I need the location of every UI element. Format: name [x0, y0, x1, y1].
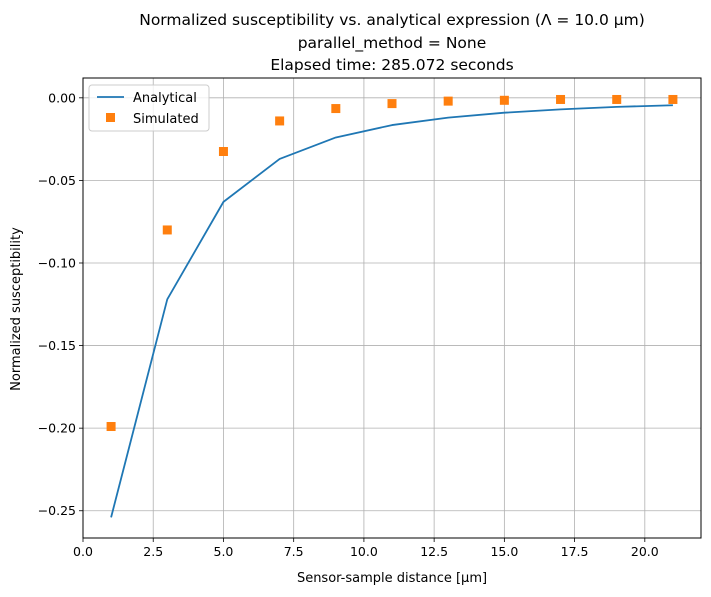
y-tick-label: −0.10 — [38, 255, 76, 270]
chart-title-line-3: Elapsed time: 285.072 seconds — [270, 56, 513, 74]
series-simulated-point — [106, 422, 116, 432]
plot-frame — [82, 77, 702, 539]
series-simulated-point — [162, 225, 172, 235]
legend: Analytical Simulated — [88, 84, 210, 132]
y-tick-label: 0.00 — [48, 90, 76, 105]
x-tick-label: 2.5 — [143, 544, 163, 559]
series-simulated-point — [612, 94, 622, 104]
x-axis-label: Sensor-sample distance [μm] — [297, 571, 487, 586]
x-tick-label: 5.0 — [214, 544, 234, 559]
x-tick-label: 10.0 — [350, 544, 378, 559]
x-tick-label: 15.0 — [490, 544, 518, 559]
grid — [82, 78, 701, 538]
series-analytical-line — [110, 104, 673, 518]
series-simulated-point — [668, 94, 678, 104]
x-tick-label: 0.0 — [73, 544, 93, 559]
y-tick-label: −0.20 — [38, 421, 76, 436]
series-layer — [106, 94, 678, 518]
y-tick-label: −0.25 — [38, 503, 76, 518]
y-axis: 0.00 −0.05 −0.10 −0.15 −0.20 −0.25 — [38, 90, 83, 518]
y-tick-label: −0.15 — [38, 338, 76, 353]
legend-simulated-swatch — [106, 113, 115, 122]
series-simulated-point — [443, 96, 453, 106]
x-tick-label: 20.0 — [631, 544, 659, 559]
legend-simulated-label: Simulated — [133, 112, 199, 127]
y-tick-label: −0.05 — [38, 173, 76, 188]
series-simulated-point — [556, 94, 566, 104]
y-axis-label: Normalized susceptibility — [9, 227, 24, 391]
x-tick-label: 17.5 — [561, 544, 589, 559]
chart-title-line-2: parallel_method = None — [298, 34, 487, 53]
series-simulated-point — [275, 116, 285, 126]
series-simulated-point — [331, 104, 341, 114]
x-tick-label: 12.5 — [420, 544, 448, 559]
x-tick-label: 7.5 — [284, 544, 304, 559]
chart-title-line-1: Normalized susceptibility vs. analytical… — [139, 11, 645, 29]
series-simulated-point — [387, 99, 397, 109]
legend-analytical-label: Analytical — [133, 91, 197, 106]
series-simulated-point — [499, 95, 509, 105]
series-simulated-point — [218, 147, 228, 157]
x-axis: 0.0 2.5 5.0 7.5 10.0 12.5 15.0 17.5 20.0 — [73, 538, 659, 559]
